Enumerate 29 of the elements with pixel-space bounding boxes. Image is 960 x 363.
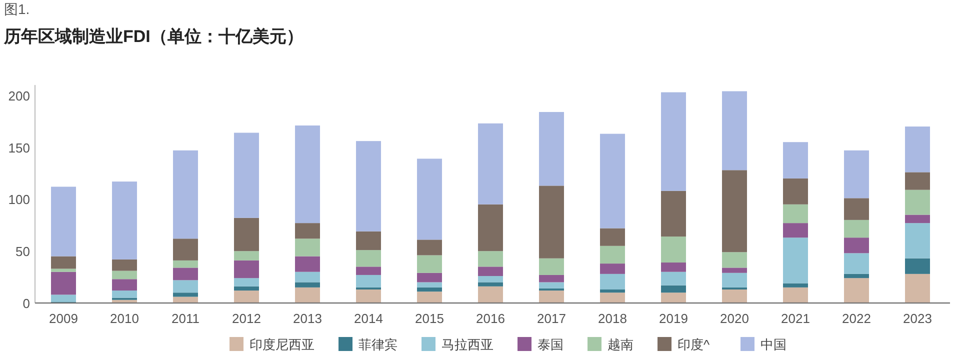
- legend-label: 越南: [608, 337, 634, 352]
- y-tick-label: 50: [16, 244, 30, 260]
- x-tick-label: 2010: [110, 311, 139, 326]
- x-tick-label: 2021: [781, 311, 810, 326]
- x-tick-label: 2023: [903, 311, 932, 326]
- chart-title: 历年区域制造业FDI（单位：十亿美元）: [3, 27, 304, 46]
- x-tick-label: 2016: [476, 311, 505, 326]
- y-tick-label: 150: [8, 140, 30, 156]
- legend-label: 泰国: [538, 337, 564, 352]
- caption: 图1.: [4, 1, 30, 17]
- x-tick-label: 2020: [720, 311, 749, 326]
- x-tick-label: 2022: [842, 311, 871, 326]
- y-tick-label: 200: [8, 88, 30, 104]
- y-tick-label: 0: [22, 296, 30, 311]
- x-tick-label: 2012: [232, 311, 261, 326]
- x-tick-label: 2013: [293, 311, 322, 326]
- legend-label: 印度^: [678, 337, 710, 352]
- legend-label: 菲律宾: [358, 337, 398, 352]
- x-tick-label: 2017: [537, 311, 566, 326]
- x-tick-label: 2014: [354, 311, 383, 326]
- x-tick-label: 2009: [49, 311, 78, 326]
- x-tick-label: 2019: [659, 311, 688, 326]
- legend-label: 印度尼西亚: [250, 337, 314, 352]
- x-tick-label: 2011: [172, 311, 200, 326]
- legend-label: 马拉西亚: [442, 337, 494, 352]
- x-tick-label: 2018: [598, 311, 627, 326]
- y-tick-label: 100: [8, 192, 30, 208]
- legend-label: 中国: [760, 337, 786, 352]
- x-tick-label: 2015: [415, 311, 444, 326]
